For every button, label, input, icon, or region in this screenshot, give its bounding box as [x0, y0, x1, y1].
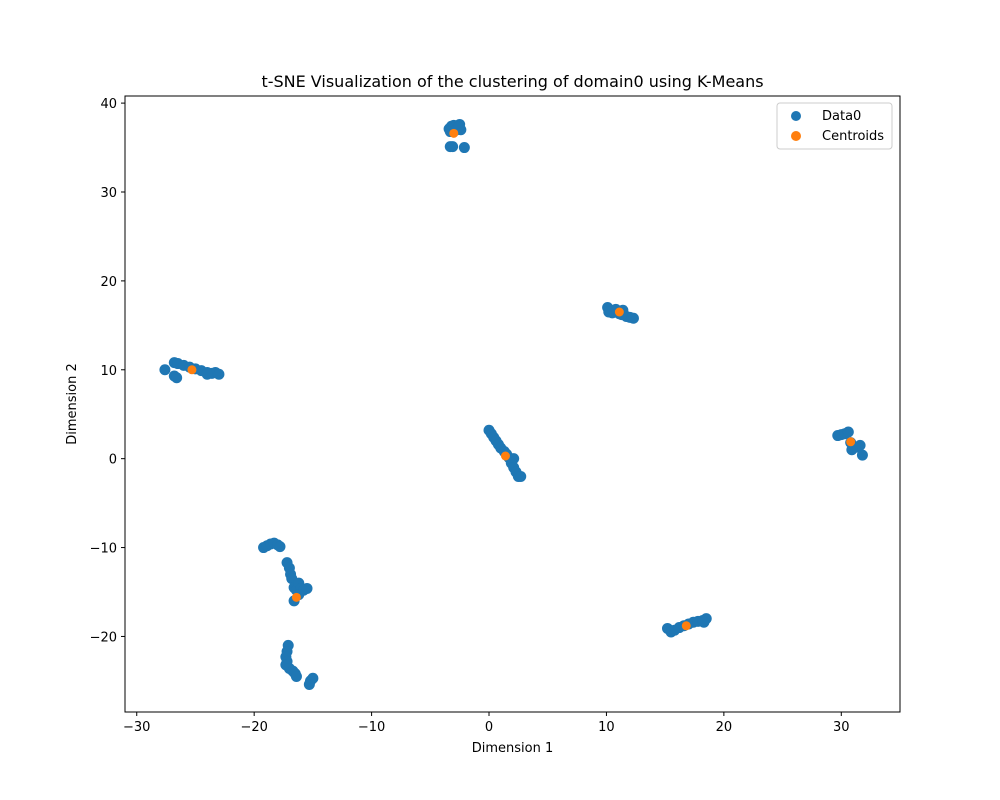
y-tick-label: 0	[109, 453, 117, 468]
legend-marker	[791, 111, 801, 121]
centroid-point	[449, 128, 459, 138]
legend-label: Data0	[822, 109, 861, 124]
x-tick-label: 20	[716, 720, 733, 735]
x-tick-label: −20	[240, 720, 267, 735]
legend-marker	[791, 131, 801, 141]
legend-box	[776, 102, 893, 150]
y-axis: −20 −10 0 10 20 30 40	[90, 97, 125, 645]
y-tick-label: −10	[90, 542, 117, 557]
x-tick-label: 10	[598, 720, 615, 735]
data-point	[301, 582, 313, 594]
y-tick-label: 10	[100, 364, 117, 379]
centroid-point	[614, 307, 624, 317]
x-tick-label: 30	[833, 720, 850, 735]
data-point	[159, 364, 171, 376]
legend-label: Centroids	[822, 129, 884, 144]
data0-points	[159, 118, 868, 690]
x-axis-label: Dimension 1	[472, 741, 554, 756]
data-point	[854, 439, 866, 451]
data-point	[856, 449, 868, 461]
data-point	[201, 368, 213, 380]
centroid-points	[187, 128, 856, 631]
data-point	[458, 142, 470, 154]
data-point	[515, 470, 527, 482]
y-axis-label: Dimension 2	[65, 363, 80, 445]
centroid-point	[291, 592, 301, 602]
x-tick-label: 0	[485, 720, 493, 735]
legend: Data0 Centroids	[776, 102, 893, 150]
x-axis: −30 −20 −10 0 10 20 30	[123, 712, 850, 735]
y-tick-label: 20	[100, 275, 117, 290]
data-point	[846, 444, 858, 456]
data-point	[274, 541, 286, 553]
data-point	[627, 312, 639, 324]
data-point	[603, 306, 615, 318]
data-point	[213, 368, 225, 380]
centroid-point	[846, 437, 856, 447]
points-layer	[159, 118, 868, 690]
data-point	[444, 141, 456, 153]
data-point	[303, 678, 315, 690]
data-point	[842, 426, 854, 438]
y-tick-label: 30	[100, 186, 117, 201]
plot-frame	[124, 95, 901, 713]
data-point	[171, 372, 183, 384]
centroid-point	[187, 365, 197, 375]
y-tick-label: 40	[100, 97, 117, 112]
centroid-point	[681, 621, 691, 631]
y-tick-label: −20	[90, 630, 117, 645]
x-tick-label: −10	[358, 720, 385, 735]
centroid-point	[500, 451, 510, 461]
data-point	[290, 670, 302, 682]
data-point	[698, 616, 710, 628]
chart-title: t-SNE Visualization of the clustering of…	[261, 72, 763, 91]
x-tick-label: −30	[123, 720, 150, 735]
